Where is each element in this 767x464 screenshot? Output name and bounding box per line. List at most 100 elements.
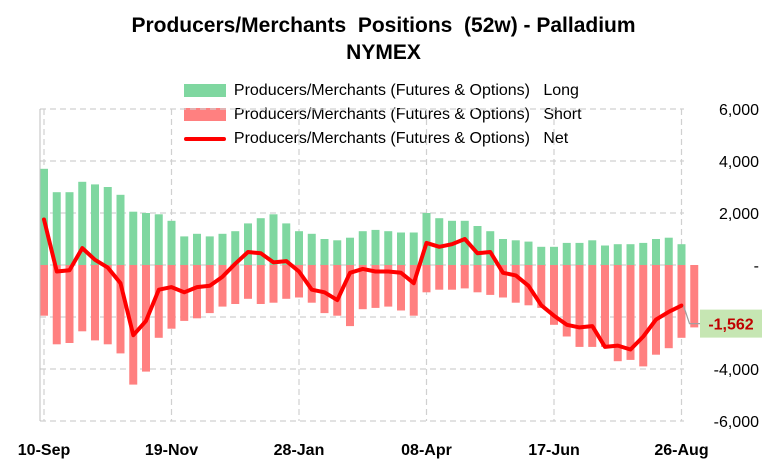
bar-short — [448, 265, 456, 290]
legend-label-short: Producers/Merchants (Futures & Options) … — [233, 106, 582, 123]
y-tick-label: 6,000 — [719, 102, 759, 119]
bar-short — [167, 265, 176, 329]
bar-short — [473, 265, 482, 293]
bar-long — [562, 242, 571, 265]
net-line — [42, 217, 684, 352]
legend-swatch-short — [183, 108, 226, 122]
bar-long — [333, 240, 342, 265]
bar-long — [142, 213, 150, 265]
label-layer: 6,0004,0002,000--2,000-4,000-6,00010-Sep… — [18, 102, 762, 459]
legend-swatch-long — [183, 84, 226, 98]
bar-long — [499, 239, 507, 265]
bar-long — [384, 231, 393, 265]
bar-short — [320, 265, 329, 314]
legend-item-long: Producers/Merchants (Futures & Options) … — [175, 64, 579, 100]
bar-short — [652, 265, 660, 355]
legend-label-long: Producers/Merchants (Futures & Options) … — [233, 82, 579, 99]
bar-short — [269, 265, 278, 303]
bar-short — [116, 265, 125, 354]
bar-short — [244, 265, 252, 299]
bar-long — [550, 246, 558, 265]
bar-long — [473, 226, 482, 265]
bar-long — [40, 168, 48, 265]
bar-short — [333, 265, 342, 316]
y-tick-label: -6,000 — [714, 414, 759, 431]
bar-short — [562, 265, 571, 337]
bar-short — [575, 265, 584, 347]
bar-long — [358, 231, 367, 265]
y-tick-label: 2,000 — [719, 206, 759, 223]
bar-long — [652, 239, 660, 265]
bar-long — [167, 220, 176, 265]
bar-long — [295, 231, 303, 265]
bar-long — [626, 244, 635, 265]
bar-long — [231, 231, 240, 265]
bar-long — [601, 245, 609, 265]
bar-short — [435, 265, 444, 290]
bar-long — [511, 240, 520, 265]
x-tick-label: 28-Jan — [274, 442, 325, 459]
bar-short — [460, 265, 469, 289]
bar-short — [358, 265, 367, 310]
line-layer — [42, 217, 684, 352]
bar-long — [154, 214, 163, 265]
bar-long — [129, 211, 138, 265]
bar-long — [409, 232, 418, 265]
y-tick-label: 4,000 — [719, 154, 759, 171]
bar-short — [677, 265, 686, 338]
bar-long — [588, 240, 597, 265]
bar-short — [205, 265, 214, 314]
bar-short — [256, 265, 265, 304]
bar-long — [435, 218, 444, 265]
y-tick-label: -4,000 — [714, 362, 759, 379]
bar-short — [154, 265, 163, 338]
bar-long — [320, 239, 329, 265]
bar-long — [256, 218, 265, 265]
bar-long — [575, 242, 584, 265]
bar-long — [422, 213, 431, 265]
bar-short — [588, 265, 597, 347]
bar-short — [282, 265, 291, 299]
bar-short — [486, 265, 495, 295]
bar-short — [409, 265, 418, 316]
bar-short — [65, 265, 74, 343]
bar-long — [371, 229, 380, 265]
bar-short — [218, 265, 227, 307]
x-tick-label: 08-Apr — [401, 442, 452, 459]
bar-long — [613, 244, 622, 265]
bar-short — [103, 265, 112, 345]
bar-long — [307, 233, 316, 265]
bar-short — [40, 265, 48, 316]
bar-short — [346, 265, 354, 327]
bar-long — [677, 244, 686, 265]
legend-label-net: Producers/Merchants (Futures & Options) … — [233, 130, 569, 147]
bar-short — [384, 265, 393, 307]
bar-short — [511, 265, 520, 303]
y-tick-label: - — [754, 258, 759, 275]
bar-long — [180, 236, 189, 265]
bar-long — [244, 223, 252, 265]
bar-short — [52, 265, 61, 345]
bar-short — [231, 265, 240, 304]
legend-swatch-net — [183, 136, 226, 141]
bar-long — [537, 246, 546, 265]
bar-short — [422, 265, 431, 293]
bar-long — [486, 231, 495, 265]
bar-long — [193, 233, 201, 265]
bar-long — [91, 184, 99, 265]
bar-short — [307, 265, 316, 303]
x-tick-label: 26-Aug — [654, 442, 708, 459]
bar-long — [282, 223, 291, 265]
bar-long — [460, 220, 469, 265]
bar-long — [52, 192, 61, 265]
bar-long — [524, 241, 533, 265]
bar-short — [626, 265, 635, 360]
last-value-box — [700, 309, 762, 338]
bar-long — [397, 232, 405, 265]
bar-short — [601, 265, 609, 347]
chart-subtitle: NYMEX — [346, 41, 421, 64]
bar-long — [218, 233, 227, 265]
bars-layer — [40, 168, 699, 385]
bar-short — [397, 265, 405, 311]
